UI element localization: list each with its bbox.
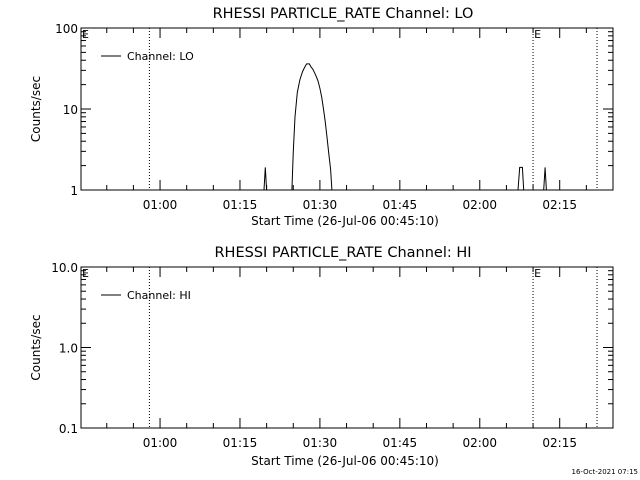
panel2-y-tick-label: 1.0 xyxy=(59,342,78,356)
panel1-y-tick-label: 10 xyxy=(63,103,78,117)
panel2-x-tick-label: 01:45 xyxy=(383,436,418,450)
panel1-x-tick-label: 02:15 xyxy=(542,198,577,212)
panel1-series-line-segment xyxy=(543,167,547,191)
panel1-y-tick-label: 100 xyxy=(55,22,78,36)
panel2-x-tick-label: 02:00 xyxy=(462,436,497,450)
panel2-y-tick-label: 0.1 xyxy=(59,422,78,436)
panel1-marker-label: E xyxy=(534,28,541,41)
panel2-x-tick-label: 01:00 xyxy=(143,436,178,450)
panel1-legend-entry: Channel: LO xyxy=(127,50,194,63)
panel1-x-axis-label: Start Time (26-Jul-06 00:45:10) xyxy=(251,214,439,228)
panel2-x-tick-label: 01:15 xyxy=(223,436,258,450)
panel1-x-tick-label: 01:30 xyxy=(303,198,338,212)
panel1-series-line-segment xyxy=(517,166,525,191)
panel1-x-tick-label: 01:15 xyxy=(223,198,258,212)
panel1-x-tick-label: 01:00 xyxy=(143,198,178,212)
panel2-x-tick-label: 01:30 xyxy=(303,436,338,450)
panel1-x-tick-label: 02:00 xyxy=(462,198,497,212)
panel2-marker-label: E xyxy=(534,267,541,280)
panel1-y-tick-label: 1 xyxy=(70,184,78,198)
panel2-legend-entry: Channel: HI xyxy=(127,289,191,302)
panel1-edge-label: E xyxy=(82,28,89,41)
panel2-y-axis-label: Counts/sec xyxy=(29,314,43,380)
panel1-chart-title: RHESSI PARTICLE_RATE Channel: LO xyxy=(213,6,474,22)
panel1-x-tick-label: 01:45 xyxy=(383,198,418,212)
panel2-x-tick-label: 02:15 xyxy=(542,436,577,450)
panel1-y-axis-label: Counts/sec xyxy=(29,76,43,142)
footer-timestamp: 16-Oct-2021 07:15 xyxy=(571,468,638,476)
panel2-y-tick-label: 10.0 xyxy=(51,261,78,275)
panel1-series-line-segment xyxy=(291,63,333,191)
panel2-x-axis-label: Start Time (26-Jul-06 00:45:10) xyxy=(251,454,439,468)
panel2-edge-label: E xyxy=(82,267,89,280)
panel1-series-line-segment xyxy=(263,167,268,191)
panel2-chart-title: RHESSI PARTICLE_RATE Channel: HI xyxy=(214,245,471,261)
